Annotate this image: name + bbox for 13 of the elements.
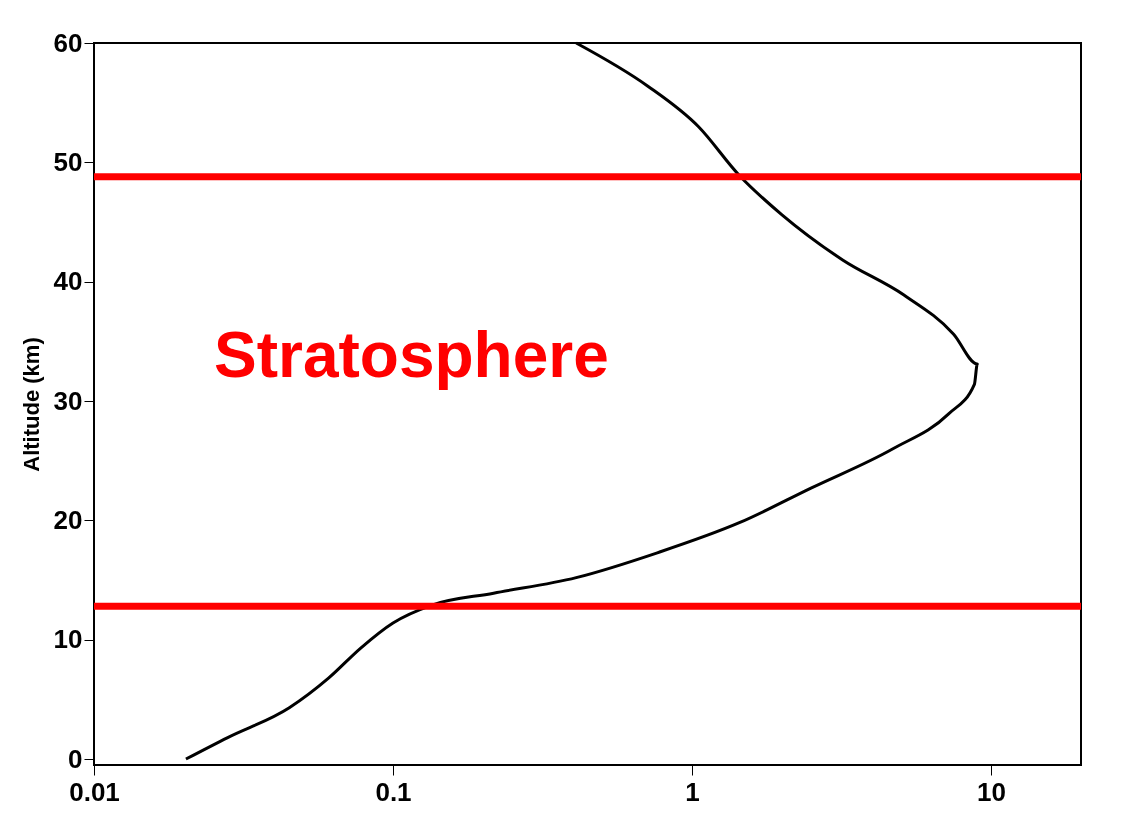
y-tick-label: 50	[53, 146, 83, 177]
y-tick-label: 30	[53, 385, 83, 416]
x-tick-label: 10	[977, 776, 1006, 807]
x-tick-label: 0.1	[375, 776, 412, 807]
y-tick-label: 0	[68, 743, 83, 774]
y-tick-label: 10	[53, 624, 83, 655]
x-tick-label: 1	[685, 776, 700, 807]
y-tick-label: 60	[53, 27, 83, 58]
annotation: Stratosphere	[214, 319, 609, 391]
y-axis-title: Altitude (km)	[18, 337, 44, 472]
y-tick-label: 20	[53, 504, 83, 535]
x-tick-label: 0.01	[69, 776, 120, 807]
y-tick-label: 40	[53, 266, 83, 297]
